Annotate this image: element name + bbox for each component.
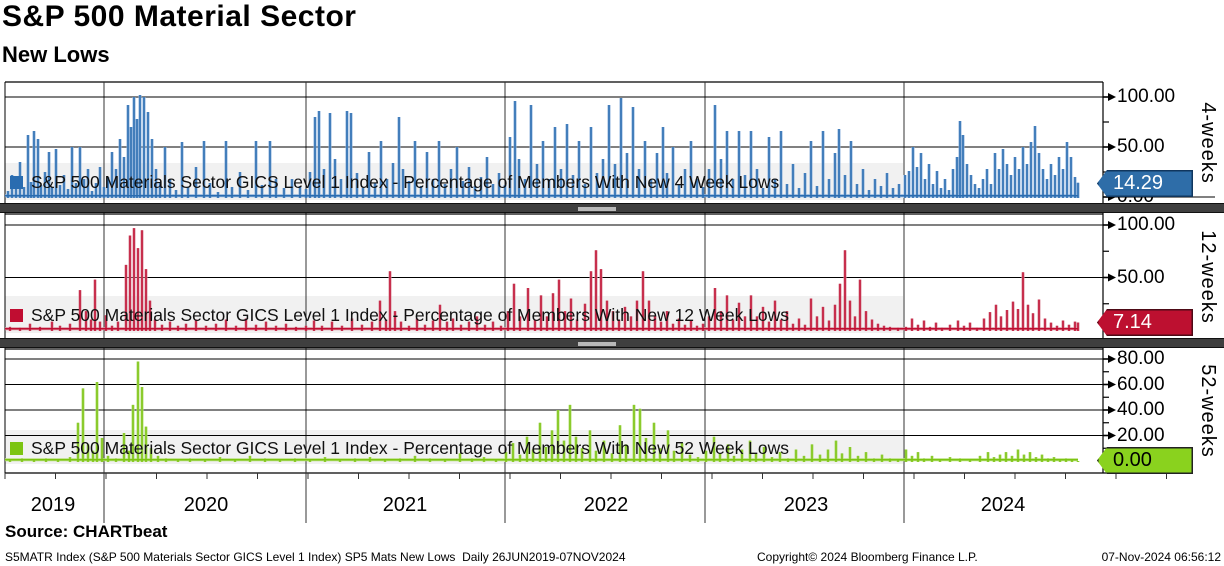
series-marker-icon bbox=[10, 441, 23, 455]
tick-arrow-icon bbox=[1108, 273, 1116, 282]
tick-arrow-icon bbox=[1108, 355, 1116, 363]
y-tick-label: 100.00 bbox=[1117, 214, 1176, 235]
tick-arrow-icon bbox=[1108, 221, 1116, 229]
last-value-badge-4w: 14.29 bbox=[1097, 170, 1193, 197]
tick-arrow-icon bbox=[1108, 380, 1116, 389]
x-axis-year-label: 2020 bbox=[183, 494, 229, 516]
legend-label: S&P 500 Materials Sector GICS Level 1 In… bbox=[31, 437, 790, 458]
source-line: Source: CHARTbeat bbox=[5, 522, 168, 541]
tick-arrow-icon bbox=[1108, 406, 1116, 414]
series-line-12-weeks bbox=[5, 228, 1079, 331]
x-axis-year-label: 2024 bbox=[980, 494, 1026, 516]
y-tick-label: 20.00 bbox=[1117, 424, 1165, 446]
legend-item-52w[interactable]: S&P 500 Materials Sector GICS Level 1 In… bbox=[10, 436, 903, 460]
footer-copyright: Copyright© 2024 Bloomberg Finance L.P. bbox=[757, 550, 978, 564]
last-value-badge-52w: 0.00 bbox=[1097, 447, 1193, 474]
y-tick-label: 100.00 bbox=[1117, 86, 1176, 107]
y-tick-label: 80.00 bbox=[1117, 348, 1165, 369]
legend-label: S&P 500 Materials Sector GICS Level 1 In… bbox=[31, 304, 790, 325]
tick-arrow-icon bbox=[1108, 143, 1116, 151]
series-marker-icon bbox=[10, 175, 23, 189]
footer-security-info: S5MATR Index (S&P 500 Materials Sector G… bbox=[5, 550, 626, 564]
panel-unit-label-52w: 52-weeks bbox=[1197, 364, 1219, 458]
footer-timestamp: 07-Nov-2024 06:56:12 bbox=[1101, 550, 1221, 564]
panel-splitter-2[interactable] bbox=[0, 338, 1224, 348]
x-axis-year-label: 2022 bbox=[583, 494, 629, 516]
splitter-handle[interactable] bbox=[578, 342, 616, 346]
page-title: S&P 500 Material Sector bbox=[2, 0, 357, 33]
tick-arrow-icon bbox=[1108, 93, 1116, 101]
x-axis-year-label: 2021 bbox=[382, 494, 428, 516]
splitter-handle[interactable] bbox=[578, 207, 616, 211]
y-tick-label: 50.00 bbox=[1117, 266, 1165, 288]
series-line-52-weeks bbox=[5, 361, 1079, 462]
x-axis-year-label: 2023 bbox=[783, 494, 829, 516]
y-tick-label: 50.00 bbox=[1117, 136, 1165, 157]
panel-splitter-1[interactable] bbox=[0, 203, 1224, 213]
series-marker-icon bbox=[10, 308, 23, 322]
panel-unit-label-12w: 12-weeks bbox=[1197, 230, 1219, 324]
legend-item-4w[interactable]: S&P 500 Materials Sector GICS Level 1 In… bbox=[10, 170, 903, 194]
x-axis-year-label: 2019 bbox=[30, 494, 76, 516]
legend-item-12w[interactable]: S&P 500 Materials Sector GICS Level 1 In… bbox=[10, 303, 903, 327]
panel-unit-label-4w: 4-weeks bbox=[1197, 102, 1219, 184]
page-subtitle: New Lows bbox=[2, 42, 110, 67]
y-tick-label: 60.00 bbox=[1117, 373, 1165, 395]
series-line-4-weeks bbox=[5, 95, 1079, 198]
last-value-badge-12w: 7.14 bbox=[1097, 309, 1193, 336]
tick-arrow-icon bbox=[1108, 431, 1116, 440]
y-tick-label: 40.00 bbox=[1117, 399, 1165, 420]
legend-label: S&P 500 Materials Sector GICS Level 1 In… bbox=[31, 171, 780, 192]
